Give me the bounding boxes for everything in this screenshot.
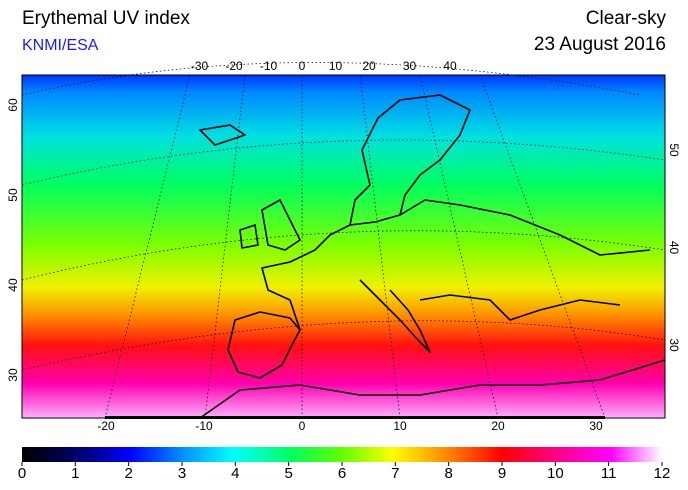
left-latitude-label: 60 — [6, 98, 20, 112]
left-latitude-label: 40 — [6, 278, 20, 292]
colorbar — [22, 447, 662, 462]
condition: Clear-sky — [586, 8, 667, 29]
bottom-longitude-label: -20 — [97, 419, 115, 433]
top-longitude-label: 10 — [329, 59, 343, 73]
colorbar-tick-label: 4 — [231, 465, 239, 482]
right-latitude-label: 50 — [667, 143, 681, 157]
colorbar-tick-label: 10 — [547, 465, 564, 482]
uv-field — [22, 75, 665, 418]
map — [21, 62, 666, 419]
top-longitude-label: -30 — [191, 59, 209, 73]
top-longitude-label: 20 — [362, 59, 376, 73]
bottom-scale-bar — [105, 416, 605, 419]
top-longitude-label: 40 — [443, 59, 457, 73]
left-latitude-label: 50 — [6, 188, 20, 202]
colorbar-tick-label: 11 — [601, 465, 617, 482]
top-longitude-label: 0 — [299, 59, 306, 73]
colorbar-tick-label: 0 — [18, 465, 26, 482]
coastlines — [199, 94, 666, 419]
colorbar-tick-label: 8 — [444, 465, 452, 482]
bottom-longitude-label: -10 — [195, 419, 213, 433]
top-longitude-label: -10 — [260, 59, 278, 73]
bottom-longitude-label: 0 — [299, 419, 306, 433]
colorbar-tick-label: 5 — [284, 465, 292, 482]
graticule — [21, 62, 666, 419]
top-longitude-label: 30 — [403, 59, 417, 73]
colorbar-tick-label: 12 — [654, 465, 671, 482]
top-longitude-label: -20 — [225, 59, 243, 73]
date: 23 August 2016 — [534, 34, 666, 55]
bottom-longitude-label: 20 — [491, 419, 505, 433]
bottom-longitude-label: 30 — [589, 419, 603, 433]
colorbar-tick-label: 1 — [71, 465, 79, 482]
source: KNMI/ESA — [22, 37, 99, 54]
colorbar-tick-label: 3 — [178, 465, 186, 482]
colorbar-tick-label: 6 — [338, 465, 346, 482]
left-latitude-label: 30 — [6, 368, 20, 382]
colorbar-tick-label: 7 — [391, 465, 399, 482]
right-latitude-label: 30 — [667, 338, 681, 352]
right-latitude-label: 40 — [667, 241, 681, 255]
title: Erythemal UV index — [22, 8, 190, 29]
colorbar-tick-label: 9 — [498, 465, 506, 482]
bottom-longitude-label: 10 — [393, 419, 407, 433]
colorbar-tick-label: 2 — [124, 465, 132, 482]
